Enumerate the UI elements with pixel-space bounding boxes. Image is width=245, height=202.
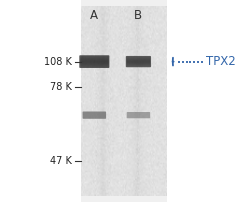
FancyBboxPatch shape bbox=[80, 64, 109, 65]
FancyBboxPatch shape bbox=[126, 60, 150, 61]
FancyBboxPatch shape bbox=[80, 57, 109, 58]
FancyBboxPatch shape bbox=[80, 63, 109, 64]
Text: A: A bbox=[90, 9, 98, 22]
FancyBboxPatch shape bbox=[126, 61, 150, 62]
Bar bbox=[0, 0, 81, 202]
Text: 78 K: 78 K bbox=[50, 82, 72, 92]
FancyBboxPatch shape bbox=[80, 59, 109, 60]
FancyBboxPatch shape bbox=[126, 61, 150, 62]
FancyBboxPatch shape bbox=[126, 64, 150, 65]
FancyBboxPatch shape bbox=[126, 65, 150, 66]
FancyBboxPatch shape bbox=[126, 58, 150, 59]
FancyBboxPatch shape bbox=[126, 60, 150, 61]
FancyBboxPatch shape bbox=[126, 62, 150, 63]
FancyBboxPatch shape bbox=[126, 64, 150, 65]
FancyBboxPatch shape bbox=[126, 57, 150, 58]
FancyBboxPatch shape bbox=[79, 55, 109, 68]
FancyBboxPatch shape bbox=[80, 65, 109, 66]
Bar bbox=[167, 0, 245, 202]
FancyBboxPatch shape bbox=[80, 60, 109, 61]
FancyBboxPatch shape bbox=[80, 64, 109, 65]
FancyBboxPatch shape bbox=[80, 61, 109, 62]
FancyBboxPatch shape bbox=[126, 59, 150, 60]
FancyBboxPatch shape bbox=[126, 63, 150, 64]
FancyBboxPatch shape bbox=[127, 112, 150, 118]
FancyBboxPatch shape bbox=[80, 61, 109, 62]
FancyBboxPatch shape bbox=[80, 63, 109, 64]
FancyBboxPatch shape bbox=[83, 112, 106, 119]
FancyBboxPatch shape bbox=[80, 60, 109, 61]
FancyBboxPatch shape bbox=[126, 63, 150, 64]
FancyBboxPatch shape bbox=[80, 58, 109, 59]
FancyBboxPatch shape bbox=[80, 57, 109, 58]
FancyBboxPatch shape bbox=[80, 62, 109, 63]
FancyBboxPatch shape bbox=[126, 59, 150, 60]
FancyBboxPatch shape bbox=[80, 62, 109, 63]
Text: 47 K: 47 K bbox=[50, 156, 72, 166]
FancyBboxPatch shape bbox=[126, 58, 150, 59]
Text: B: B bbox=[134, 9, 143, 22]
Text: TPX2: TPX2 bbox=[206, 55, 235, 68]
Text: 108 K: 108 K bbox=[44, 57, 72, 67]
FancyBboxPatch shape bbox=[80, 65, 109, 66]
FancyBboxPatch shape bbox=[80, 58, 109, 59]
FancyBboxPatch shape bbox=[126, 62, 150, 63]
FancyBboxPatch shape bbox=[126, 56, 151, 67]
FancyBboxPatch shape bbox=[80, 59, 109, 60]
